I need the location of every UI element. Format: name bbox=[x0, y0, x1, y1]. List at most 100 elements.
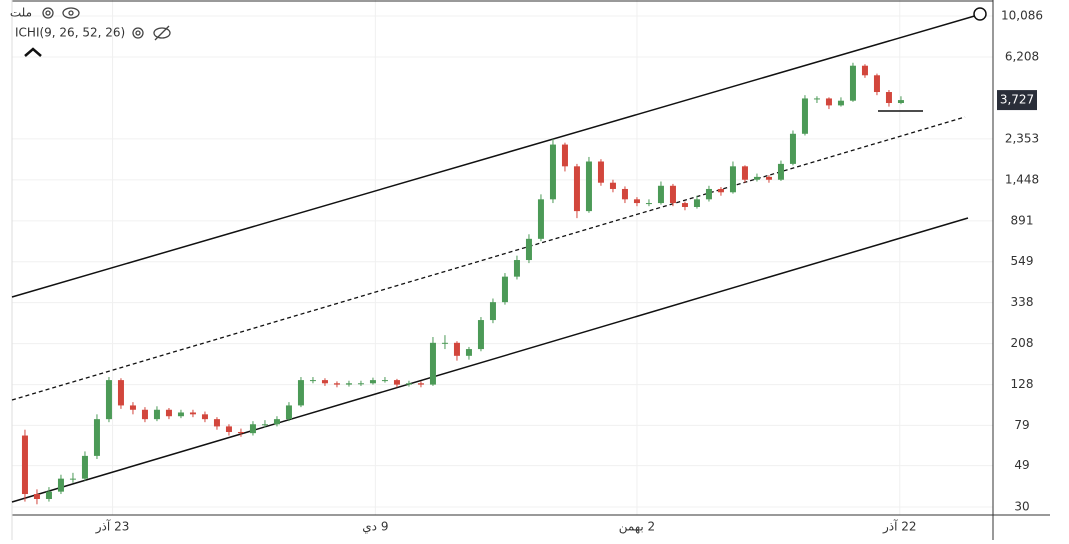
grid bbox=[12, 0, 993, 515]
candle-body bbox=[141, 409, 148, 420]
candle-body bbox=[693, 199, 700, 207]
y-tick-label: 30 bbox=[1014, 500, 1029, 514]
y-tick-label: 49 bbox=[1014, 458, 1029, 472]
candle-body bbox=[489, 302, 496, 321]
x-tick-label: 9 دي bbox=[362, 520, 388, 534]
y-tick-label: 128 bbox=[1011, 377, 1034, 391]
candle-body bbox=[309, 380, 316, 382]
x-tick-label: 22 آذر bbox=[882, 519, 917, 535]
candle-body bbox=[297, 380, 304, 406]
candle-body bbox=[777, 163, 784, 180]
candle-body bbox=[21, 435, 28, 495]
candle-body bbox=[669, 185, 676, 204]
candle-body bbox=[57, 478, 64, 492]
candle-body bbox=[357, 383, 364, 385]
candle-body bbox=[273, 419, 280, 425]
candle-body bbox=[105, 380, 112, 420]
indicator-settings-icon[interactable] bbox=[132, 27, 144, 39]
y-tick-label: 1,448 bbox=[1005, 172, 1039, 186]
axes: 30 49 79 128 208 338 549 891 1,448 2,353 6,208 10,0… bbox=[95, 9, 1043, 535]
candle-body bbox=[525, 238, 532, 261]
candle-body bbox=[789, 133, 796, 164]
channel-upper bbox=[11, 14, 979, 298]
candle-body bbox=[501, 276, 508, 303]
candle-body bbox=[189, 412, 196, 415]
candle-body bbox=[573, 166, 580, 212]
candle-body bbox=[609, 182, 616, 189]
candle-body bbox=[537, 199, 544, 239]
candle-body bbox=[393, 380, 400, 385]
candle-body bbox=[465, 349, 472, 356]
candle-body bbox=[621, 188, 628, 200]
candle-body bbox=[657, 185, 664, 204]
candle-body bbox=[321, 380, 328, 384]
indicator-label: ICHI(9, 26, 52, 26) bbox=[15, 26, 125, 40]
candle-body bbox=[405, 383, 412, 385]
candle-body bbox=[813, 98, 820, 100]
candle-body bbox=[249, 424, 256, 434]
candle-body bbox=[549, 144, 556, 200]
candle-body bbox=[225, 426, 232, 432]
candle-body bbox=[81, 455, 88, 479]
y-tick-label: 549 bbox=[1011, 254, 1034, 268]
candle-body bbox=[837, 100, 844, 106]
candle-body bbox=[849, 65, 856, 101]
candle-body bbox=[729, 166, 736, 193]
candle-body bbox=[441, 342, 448, 344]
candle-body bbox=[93, 419, 100, 456]
candle-body bbox=[417, 383, 424, 385]
candle-body bbox=[453, 342, 460, 356]
candle-body bbox=[765, 176, 772, 180]
candle-body bbox=[213, 419, 220, 427]
x-tick-label: 2 بهمن bbox=[619, 520, 655, 535]
candle-body bbox=[201, 414, 208, 420]
y-tick-label: 2,353 bbox=[1005, 131, 1039, 145]
y-tick-label: 338 bbox=[1011, 295, 1034, 309]
candle-body bbox=[165, 409, 172, 417]
candle-body bbox=[645, 203, 652, 205]
y-tick-label: 891 bbox=[1011, 213, 1034, 227]
candle-body bbox=[129, 405, 136, 410]
candle-body bbox=[861, 65, 868, 76]
symbol: ملت bbox=[10, 6, 32, 20]
x-tick-label: 23 آذر bbox=[95, 519, 130, 535]
candle-body bbox=[681, 203, 688, 207]
candle-body bbox=[153, 409, 160, 420]
candle-body bbox=[345, 383, 352, 385]
candle-body bbox=[585, 161, 592, 212]
candle-body bbox=[237, 431, 244, 434]
last-price-label: 3,727 bbox=[1000, 93, 1034, 107]
settings-icon[interactable] bbox=[42, 7, 54, 19]
last-price-box bbox=[997, 90, 1037, 111]
visibility-icon[interactable] bbox=[62, 7, 80, 19]
candle-body bbox=[69, 478, 76, 480]
candle-body bbox=[801, 98, 808, 134]
candle-body bbox=[33, 494, 40, 499]
candle-body bbox=[45, 491, 52, 499]
candle-body bbox=[381, 380, 388, 382]
drawing-handle[interactable] bbox=[973, 7, 987, 21]
candle-body bbox=[705, 188, 712, 200]
candle-body bbox=[873, 75, 880, 93]
indicator-hidden-icon[interactable] bbox=[153, 25, 171, 41]
y-tick-label: 6,208 bbox=[1005, 50, 1039, 64]
candle-body bbox=[897, 100, 904, 104]
candle-body bbox=[117, 380, 124, 406]
candle-body bbox=[753, 176, 760, 180]
y-tick-label: 10,086 bbox=[1001, 9, 1043, 23]
candle-body bbox=[717, 188, 724, 193]
y-tick-label: 208 bbox=[1011, 336, 1034, 350]
candle-body bbox=[633, 199, 640, 204]
candle-body bbox=[885, 92, 892, 104]
candle-body bbox=[825, 98, 832, 106]
candle-body bbox=[429, 342, 436, 385]
candle-body bbox=[285, 405, 292, 420]
candles bbox=[21, 62, 904, 505]
y-tick-label: 79 bbox=[1014, 418, 1029, 432]
candle-body bbox=[597, 161, 604, 183]
collapse-toggle[interactable] bbox=[24, 47, 42, 57]
candle-body bbox=[513, 260, 520, 277]
channel-middle bbox=[11, 116, 966, 401]
